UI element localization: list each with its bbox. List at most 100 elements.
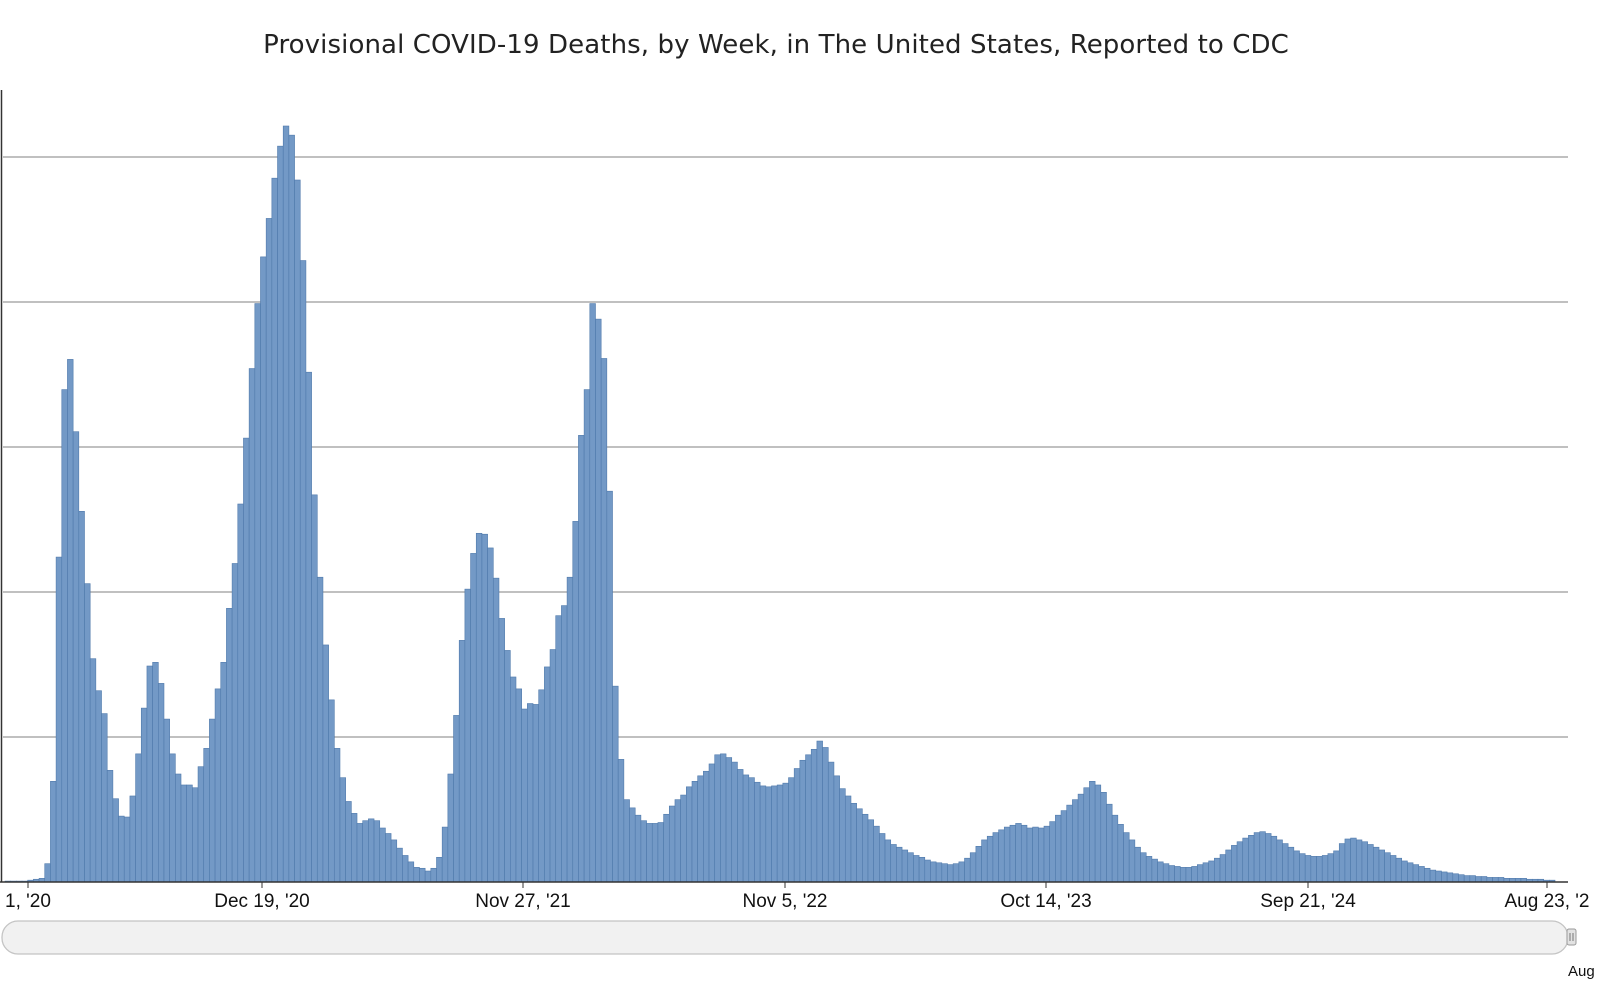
bar[interactable] xyxy=(1055,814,1062,883)
bar[interactable] xyxy=(708,763,716,883)
bar[interactable] xyxy=(578,435,585,883)
bar[interactable] xyxy=(668,805,676,883)
bar[interactable] xyxy=(731,761,738,883)
bar[interactable] xyxy=(827,761,835,883)
bar[interactable] xyxy=(447,773,454,883)
bar[interactable] xyxy=(1032,826,1039,883)
bar[interactable] xyxy=(1231,845,1238,883)
bar[interactable] xyxy=(226,608,233,883)
bar[interactable] xyxy=(924,859,931,883)
bar[interactable] xyxy=(1248,835,1255,883)
bar[interactable] xyxy=(686,786,693,883)
bar[interactable] xyxy=(197,766,205,883)
bar[interactable] xyxy=(947,864,954,883)
bar[interactable] xyxy=(1015,823,1022,883)
bar[interactable] xyxy=(1316,856,1323,883)
bar[interactable] xyxy=(714,754,721,883)
bar[interactable] xyxy=(680,794,687,883)
bar[interactable] xyxy=(532,704,540,883)
bar[interactable] xyxy=(1333,850,1340,883)
bar[interactable] xyxy=(1469,875,1476,883)
bar[interactable] xyxy=(101,713,108,883)
bar[interactable] xyxy=(566,576,574,883)
bar[interactable] xyxy=(118,815,125,883)
bar[interactable] xyxy=(470,553,477,883)
bar[interactable] xyxy=(1100,792,1107,883)
bar[interactable] xyxy=(850,802,857,883)
bar[interactable] xyxy=(544,666,551,883)
bar[interactable] xyxy=(1134,846,1141,883)
bar[interactable] xyxy=(112,798,119,883)
bar[interactable] xyxy=(623,799,630,883)
bar[interactable] xyxy=(453,715,460,883)
bar[interactable] xyxy=(771,785,778,883)
bar[interactable] xyxy=(1117,824,1124,883)
bar[interactable] xyxy=(918,856,926,883)
bar[interactable] xyxy=(663,813,670,883)
bar[interactable] xyxy=(504,650,511,883)
bar[interactable] xyxy=(464,588,471,883)
bar[interactable] xyxy=(220,662,227,883)
bar[interactable] xyxy=(1106,803,1113,883)
bar[interactable] xyxy=(67,359,74,883)
bar[interactable] xyxy=(958,861,965,883)
bar[interactable] xyxy=(521,708,528,883)
bar[interactable] xyxy=(345,801,352,883)
bar[interactable] xyxy=(1458,874,1465,883)
bar[interactable] xyxy=(282,125,290,883)
bar[interactable] xyxy=(606,490,613,883)
bar[interactable] xyxy=(595,318,602,883)
bar[interactable] xyxy=(1066,804,1073,883)
bar[interactable] xyxy=(600,358,608,883)
bar[interactable] xyxy=(952,863,960,883)
bar[interactable] xyxy=(475,532,483,883)
bar[interactable] xyxy=(277,145,284,883)
bar[interactable] xyxy=(407,861,415,883)
bar[interactable] xyxy=(1441,871,1448,883)
bar[interactable] xyxy=(1174,866,1181,883)
bar[interactable] xyxy=(209,718,216,883)
bar[interactable] xyxy=(1162,863,1170,883)
bar[interactable] xyxy=(890,844,897,883)
bar[interactable] xyxy=(1321,855,1329,883)
bar[interactable] xyxy=(907,852,914,883)
bar[interactable] xyxy=(754,781,761,883)
bar[interactable] xyxy=(1020,824,1028,883)
bar[interactable] xyxy=(180,784,187,883)
bar[interactable] xyxy=(152,662,159,883)
bar[interactable] xyxy=(1253,832,1261,883)
bar[interactable] xyxy=(1282,843,1289,883)
navigator-handle-right[interactable] xyxy=(1566,928,1577,946)
bar[interactable] xyxy=(1077,793,1085,883)
bar[interactable] xyxy=(941,863,948,883)
bar[interactable] xyxy=(1338,843,1346,883)
bar[interactable] xyxy=(356,823,363,883)
bar[interactable] xyxy=(1242,837,1249,883)
bar[interactable] xyxy=(84,583,91,883)
bar[interactable] xyxy=(538,689,545,883)
bar[interactable] xyxy=(1043,825,1050,883)
bar[interactable] xyxy=(816,740,823,883)
bar[interactable] xyxy=(555,615,562,883)
bar[interactable] xyxy=(1361,841,1368,883)
bar[interactable] xyxy=(856,808,863,883)
bar[interactable] xyxy=(1395,857,1403,883)
bar[interactable] xyxy=(964,857,971,883)
bar[interactable] xyxy=(1435,870,1442,883)
bar[interactable] xyxy=(61,389,68,883)
bar[interactable] xyxy=(1208,860,1215,883)
bar[interactable] xyxy=(1140,852,1147,883)
bar[interactable] xyxy=(646,823,653,883)
bar[interactable] xyxy=(844,795,852,883)
bar[interactable] xyxy=(481,533,488,883)
bar[interactable] xyxy=(589,303,596,883)
bar[interactable] xyxy=(1168,865,1175,883)
bar[interactable] xyxy=(498,618,505,883)
bar[interactable] xyxy=(214,688,222,883)
bar[interactable] xyxy=(896,846,903,883)
bar[interactable] xyxy=(572,521,579,883)
bar[interactable] xyxy=(1094,784,1102,883)
bar[interactable] xyxy=(805,754,812,883)
bar[interactable] xyxy=(129,795,136,883)
bar[interactable] xyxy=(583,389,591,883)
